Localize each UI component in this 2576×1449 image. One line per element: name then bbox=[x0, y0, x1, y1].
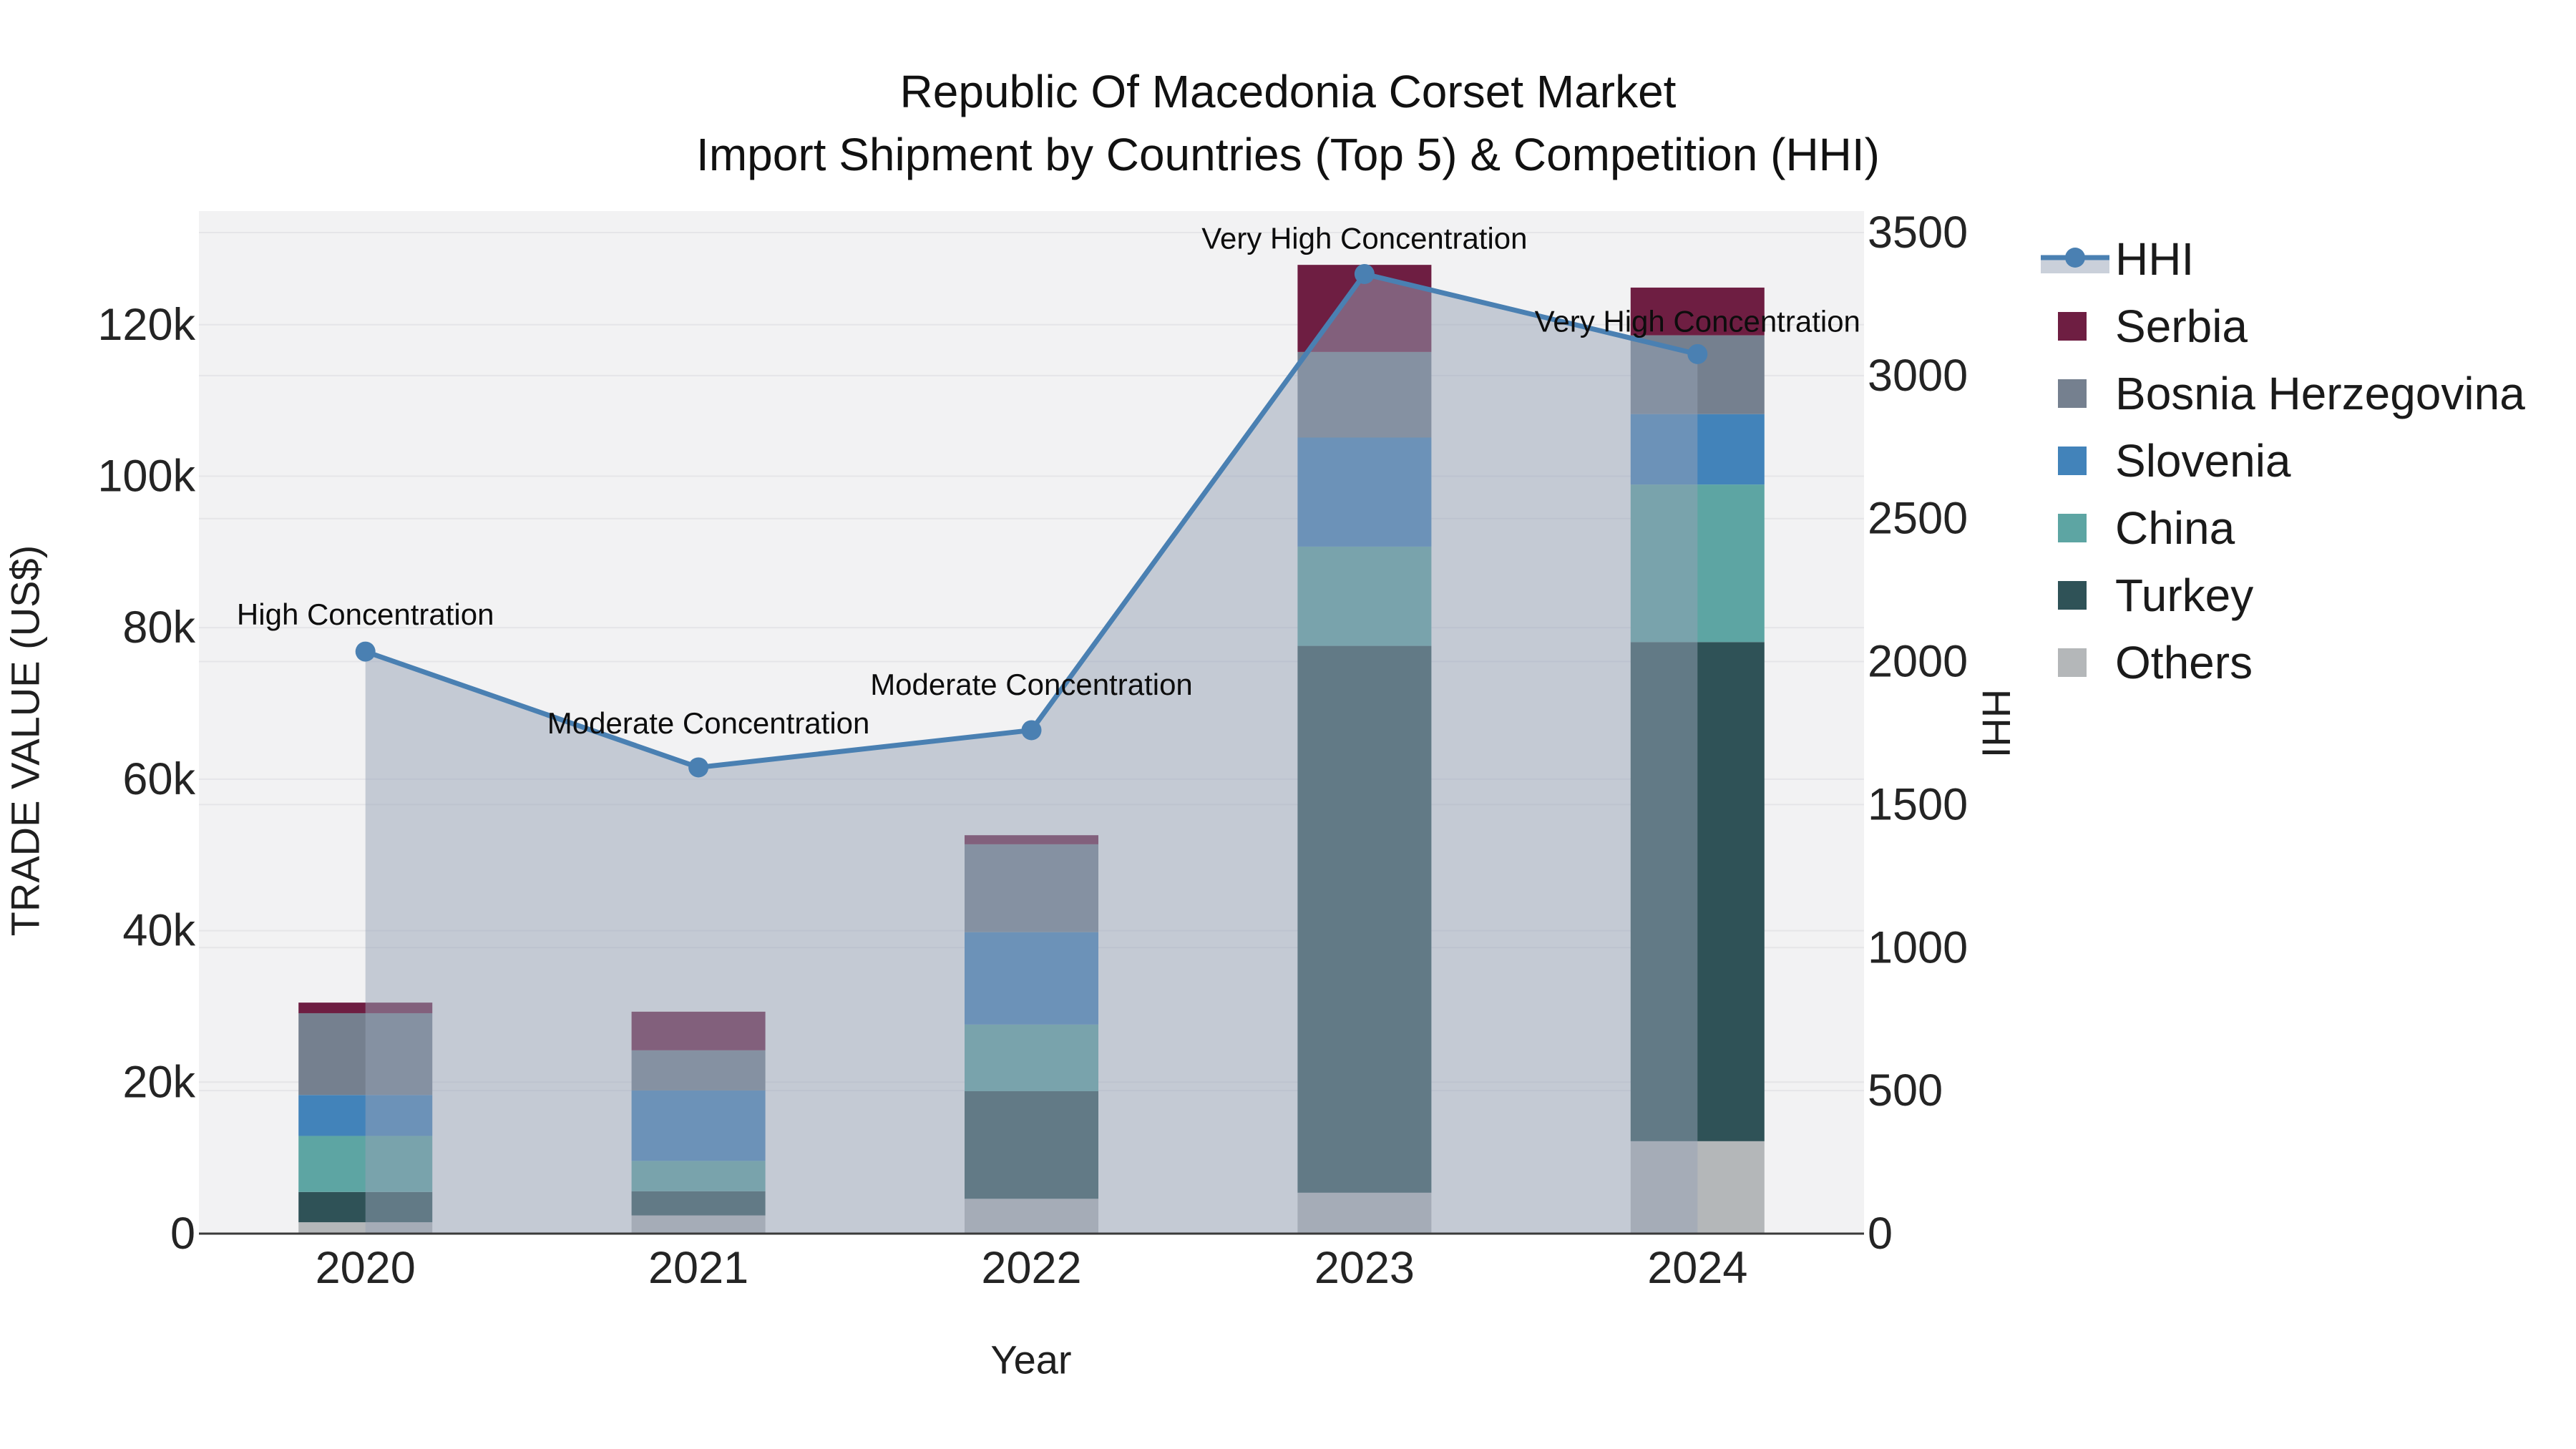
y-right-tick-label: 1500 bbox=[1868, 779, 1968, 829]
annotation-2020: High Concentration bbox=[237, 597, 494, 631]
x-tick-label-2022: 2022 bbox=[981, 1243, 1081, 1293]
legend-label: China bbox=[2115, 502, 2235, 554]
hhi-marker-2024[interactable] bbox=[1687, 343, 1708, 364]
annotation-2022: Moderate Concentration bbox=[870, 668, 1193, 701]
y-left-tick-label: 80k bbox=[122, 602, 195, 653]
y-right-tick-label: 0 bbox=[1868, 1209, 1893, 1259]
hhi-marker-2021[interactable] bbox=[688, 757, 709, 778]
y-right-tick-label: 3500 bbox=[1868, 208, 1968, 258]
legend-item-bosnia-herzegovina[interactable]: Bosnia Herzegovina bbox=[2041, 368, 2525, 419]
hhi-marker-2023[interactable] bbox=[1354, 263, 1375, 284]
x-tick-label-2023: 2023 bbox=[1314, 1243, 1415, 1293]
y-axis-title-left: TRADE VALUE (US$) bbox=[2, 545, 48, 937]
hhi-marker-2022[interactable] bbox=[1021, 720, 1042, 741]
y-right-tick-label: 500 bbox=[1868, 1065, 1943, 1116]
legend-item-slovenia[interactable]: Slovenia bbox=[2041, 435, 2291, 487]
annotation-2023: Very High Concentration bbox=[1201, 221, 1527, 255]
y-left-tick-label: 0 bbox=[170, 1209, 195, 1259]
hhi-area bbox=[365, 273, 1698, 1234]
legend-label: Serbia bbox=[2115, 301, 2248, 352]
y-right-tick-label: 3000 bbox=[1868, 351, 1968, 401]
y-left-tick-label: 120k bbox=[97, 300, 195, 350]
x-tick-label-2024: 2024 bbox=[1647, 1243, 1747, 1293]
legend-label: Others bbox=[2115, 637, 2253, 688]
legend-label: Turkey bbox=[2115, 570, 2254, 621]
y-left-tick-label: 100k bbox=[97, 451, 195, 501]
legend-item-serbia[interactable]: Serbia bbox=[2041, 301, 2248, 352]
legend-swatch bbox=[2058, 514, 2087, 542]
legend-label: HHI bbox=[2115, 233, 2195, 285]
y-axis-title-right: HHI bbox=[1974, 688, 2019, 758]
legend-swatch bbox=[2058, 447, 2087, 475]
legend-label: Slovenia bbox=[2115, 435, 2291, 487]
annotation-2021: Moderate Concentration bbox=[547, 706, 870, 740]
x-tick-label-2021: 2021 bbox=[648, 1243, 748, 1293]
legend-item-hhi[interactable]: HHI bbox=[2041, 233, 2195, 285]
x-tick-label-2020: 2020 bbox=[316, 1243, 416, 1293]
y-left-tick-label: 40k bbox=[122, 906, 195, 956]
hhi-marker-2020[interactable] bbox=[355, 641, 376, 662]
chart-title-line2: Import Shipment by Countries (Top 5) & C… bbox=[696, 129, 1880, 180]
legend-swatch bbox=[2058, 379, 2087, 408]
legend-swatch bbox=[2058, 312, 2087, 341]
y-right-tick-label: 2500 bbox=[1868, 494, 1968, 544]
legend-item-turkey[interactable]: Turkey bbox=[2041, 570, 2254, 621]
y-left-tick-label: 20k bbox=[122, 1057, 195, 1107]
bar-segment-serbia-2024[interactable] bbox=[1630, 287, 1765, 336]
hhi-line-sample-icon bbox=[2041, 248, 2109, 273]
annotation-2024: Very High Concentration bbox=[1535, 304, 1860, 338]
legend-swatch bbox=[2058, 648, 2087, 677]
y-right-tick-label: 1000 bbox=[1868, 922, 1968, 972]
chart-title: Republic Of Macedonia Corset Market Impo… bbox=[696, 60, 1880, 186]
legend-item-others[interactable]: Others bbox=[2041, 637, 2253, 688]
y-right-tick-label: 2000 bbox=[1868, 637, 1968, 687]
legend-label: Bosnia Herzegovina bbox=[2115, 368, 2525, 419]
y-left-tick-label: 60k bbox=[122, 754, 195, 804]
x-axis-title: Year bbox=[990, 1337, 1072, 1382]
legend-swatch bbox=[2058, 581, 2087, 610]
legend-item-china[interactable]: China bbox=[2041, 502, 2235, 554]
chart-title-line1: Republic Of Macedonia Corset Market bbox=[899, 66, 1677, 117]
